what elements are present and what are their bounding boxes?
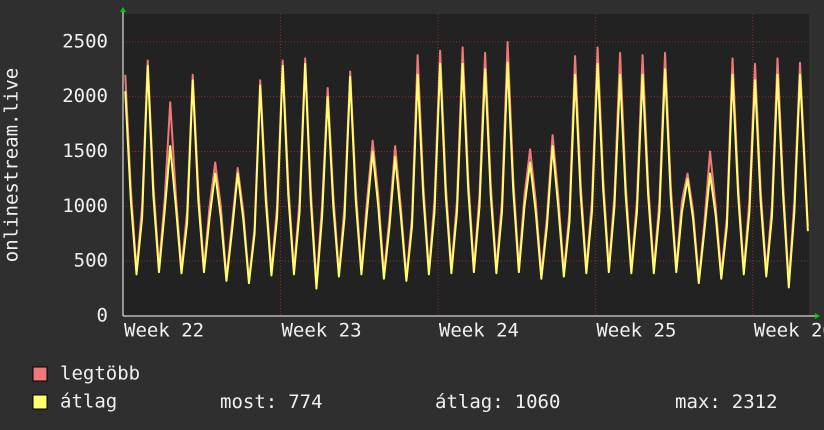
axis-arrow bbox=[815, 313, 820, 319]
y-axis-title: onlinestream.live bbox=[1, 68, 23, 262]
stat: max: 2312 bbox=[675, 391, 778, 413]
stat-label: most: bbox=[220, 391, 277, 413]
x-tick-label: Week 23 bbox=[281, 320, 361, 342]
legend-swatch bbox=[32, 366, 48, 382]
y-tick-label: 2500 bbox=[62, 30, 108, 52]
stat: most: 774 bbox=[220, 391, 323, 413]
y-tick-label: 0 bbox=[97, 305, 108, 327]
y-tick-label: 2000 bbox=[62, 85, 108, 107]
x-tick-label: Week 26 bbox=[754, 320, 824, 342]
x-tick-label: Week 25 bbox=[596, 320, 676, 342]
stat-value: 774 bbox=[288, 391, 322, 413]
legend-label: átlag bbox=[60, 391, 117, 413]
stat-label: átlag: bbox=[435, 391, 504, 413]
y-tick-label: 1000 bbox=[62, 195, 108, 217]
stat-value: 1060 bbox=[515, 391, 561, 413]
stat-label: max: bbox=[675, 391, 721, 413]
y-tick-label: 500 bbox=[74, 250, 108, 272]
axis-arrow bbox=[120, 7, 126, 12]
x-tick-label: Week 24 bbox=[439, 320, 519, 342]
legend-label: legtöbb bbox=[60, 363, 140, 385]
y-tick-label: 1500 bbox=[62, 140, 108, 162]
series-line bbox=[124, 61, 809, 290]
plot-area bbox=[123, 14, 809, 316]
stat: átlag: 1060 bbox=[435, 391, 560, 413]
stat-value: 2312 bbox=[732, 391, 778, 413]
legend-swatch bbox=[32, 394, 48, 410]
x-tick-label: Week 22 bbox=[124, 320, 204, 342]
